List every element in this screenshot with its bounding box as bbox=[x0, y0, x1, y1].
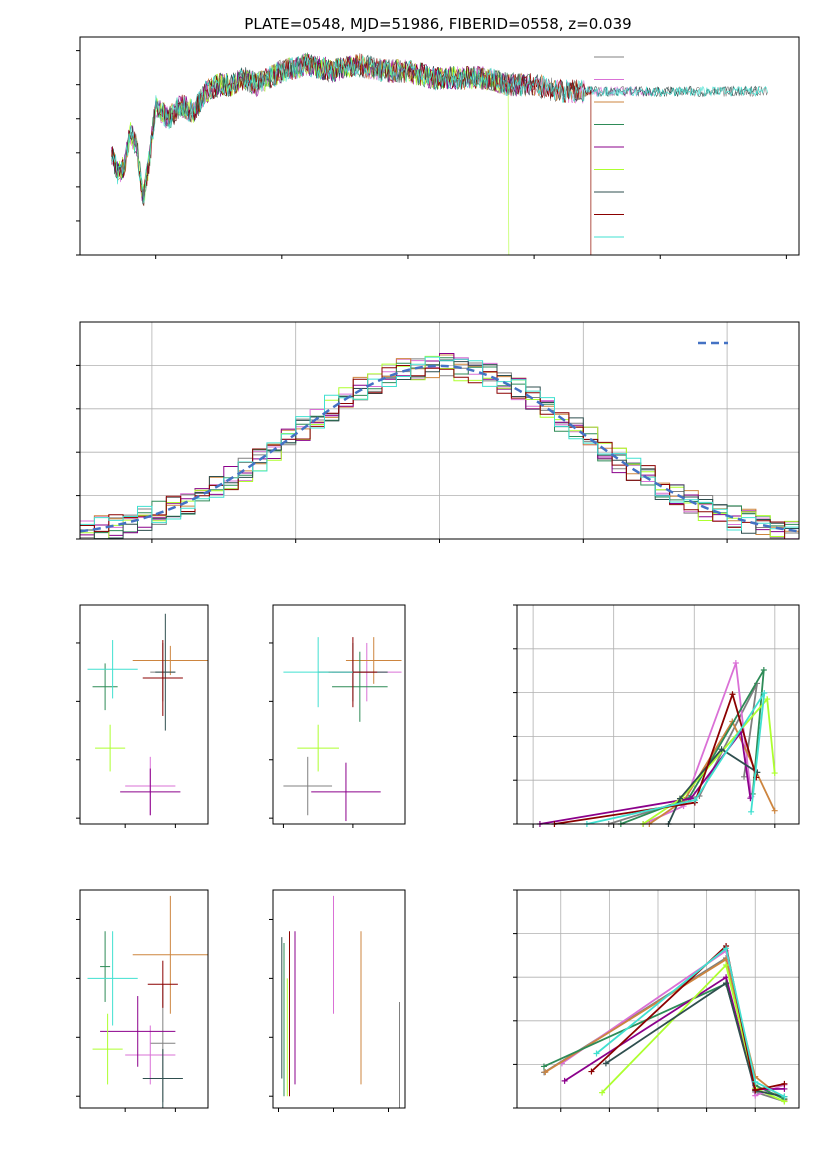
mass_weight_vs_age-marker bbox=[718, 746, 725, 753]
mass_weight_vs_age-marker bbox=[771, 770, 778, 777]
mass_weight_vs_age-marker bbox=[761, 690, 768, 697]
mass_weight_vs_Z-line-3 bbox=[544, 957, 785, 1101]
mass_weight_vs_Z-marker bbox=[781, 1085, 788, 1092]
residual-histogram-9 bbox=[80, 356, 799, 531]
data-layer bbox=[79, 52, 800, 1108]
mass_weight_vs_Z-line-7 bbox=[605, 981, 785, 1098]
age_vs_Z-frame bbox=[79, 604, 209, 825]
mass_vs_EBV-frame bbox=[272, 889, 406, 1109]
figure-title: PLATE=0548, MJD=51986, FIBERID=0558, z=0… bbox=[244, 15, 631, 33]
mass_weight_vs_Z-marker bbox=[599, 1089, 606, 1096]
spectrum-line-1 bbox=[111, 53, 768, 203]
mass_weight_vs_Z-marker bbox=[542, 1069, 549, 1076]
mass_weight_vs_Z-marker bbox=[752, 1087, 759, 1094]
spectrum-line-9 bbox=[111, 55, 768, 204]
mass_weight_vs_age-marker bbox=[729, 691, 736, 698]
mass_weight_vs_age-line-9 bbox=[586, 692, 766, 825]
mass_weight_vs_Z-marker bbox=[752, 1078, 759, 1085]
age_vs_mass-frame bbox=[272, 604, 406, 825]
mass_weight_vs_age-line-7 bbox=[667, 748, 758, 825]
mass_weight_vs_age-frame bbox=[516, 604, 800, 825]
residual-histogram-7 bbox=[80, 359, 799, 540]
mass_weight_vs_age-marker bbox=[760, 666, 767, 673]
mass_weight_vs_Z-marker bbox=[781, 1080, 788, 1087]
mass_weight_vs_age-line-4 bbox=[620, 669, 765, 825]
legend-layer bbox=[594, 56, 728, 345]
mass_weight_vs_Z-marker bbox=[723, 945, 730, 952]
mass_weight_vs_age-marker bbox=[764, 696, 771, 703]
axes-layer bbox=[76, 36, 800, 1112]
mass_weight_vs_Z-marker bbox=[602, 1060, 609, 1067]
mass_weight_vs_Z-marker bbox=[540, 1063, 547, 1070]
mass_weight_vs_Z-line-9 bbox=[595, 946, 785, 1098]
mass_vs_Z-frame bbox=[79, 889, 209, 1109]
grid-layer bbox=[80, 322, 799, 1109]
spectrum-frame bbox=[79, 36, 800, 256]
mass_weight_vs_Z-marker bbox=[593, 1050, 600, 1057]
normal-curve bbox=[79, 364, 800, 533]
mass_weight_vs_Z-marker bbox=[752, 1092, 759, 1099]
mass_weight_vs_Z-marker bbox=[588, 1068, 595, 1075]
mass_weight_vs_age-marker bbox=[732, 659, 739, 666]
mass_weight_vs_Z-line-6 bbox=[601, 963, 785, 1103]
mass_weight_vs_Z-marker bbox=[723, 961, 730, 968]
mass_weight_vs_Z-marker bbox=[723, 980, 730, 987]
mass_weight_vs_age-marker bbox=[771, 807, 778, 814]
mass_weight_vs_age-marker bbox=[676, 795, 683, 802]
mass_weight_vs_Z-marker bbox=[781, 1093, 788, 1100]
mass_weight_vs_age-marker bbox=[692, 797, 699, 804]
mass_weight_vs_age-line-8 bbox=[554, 691, 758, 825]
mass_weight_vs_age-marker bbox=[748, 808, 755, 815]
mass_weight_vs_age-marker bbox=[741, 773, 748, 780]
residual-histogram-8 bbox=[80, 365, 799, 540]
mass_weight_vs_Z-line-4 bbox=[543, 982, 785, 1100]
mass_weight_vs_Z-marker bbox=[561, 1077, 568, 1084]
